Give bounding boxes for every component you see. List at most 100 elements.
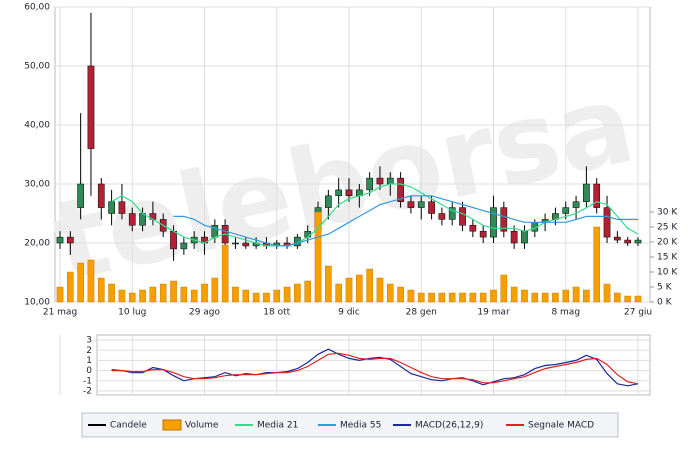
volume-bar	[614, 292, 621, 303]
candle-body	[386, 177, 394, 185]
volume-bar	[128, 292, 136, 303]
candle-body	[242, 242, 250, 247]
price-panel	[54, 6, 651, 303]
volume-bar	[603, 283, 611, 303]
volume-bar	[118, 289, 126, 303]
candle-body	[304, 230, 312, 238]
volume-bar	[448, 292, 456, 303]
volume-bar	[593, 226, 601, 303]
candle-body	[603, 207, 611, 238]
volume-bar	[180, 286, 188, 303]
volume-bar	[232, 286, 239, 303]
x-tick-label: 21 mag	[43, 308, 77, 318]
candle-body	[97, 183, 105, 208]
volume-bar	[252, 292, 260, 303]
y-tick-label: -2	[83, 386, 92, 396]
candle-body	[490, 207, 497, 238]
candle-body	[366, 177, 373, 191]
candle-body	[345, 189, 353, 197]
volume-bar	[531, 292, 539, 303]
volume-bar	[283, 286, 291, 303]
candle-body	[180, 242, 188, 250]
volume-bar	[325, 265, 332, 303]
candle-body	[500, 207, 508, 232]
candle-body	[469, 225, 477, 232]
candle-body	[87, 65, 95, 149]
y2-tick-label: 10 K	[657, 267, 678, 277]
volume-bar	[221, 244, 229, 303]
x-tick-label: 9 dic	[338, 308, 360, 318]
candle-body	[335, 189, 343, 197]
candle-body	[407, 201, 415, 208]
candle-body	[118, 201, 126, 214]
y-tick-label: 50,00	[24, 62, 50, 72]
volume-bar	[356, 274, 363, 303]
volume-bar	[366, 268, 373, 303]
candle-body	[108, 201, 115, 214]
moving-average	[111, 183, 639, 247]
volume-bar	[304, 280, 312, 303]
volume-bar	[469, 292, 477, 303]
volume-bar	[139, 289, 146, 303]
legend-label: Volume	[185, 421, 219, 431]
legend-label: MACD(26,12,9)	[415, 421, 483, 431]
x-tick-label: 28 gen	[406, 308, 437, 318]
volume-bar	[479, 292, 487, 303]
candle-body	[634, 239, 642, 244]
volume-bar	[56, 286, 64, 303]
y-tick-label: 60,00	[24, 3, 50, 13]
x-tick-label: 8 mag	[551, 308, 580, 318]
volume-bar	[417, 292, 425, 303]
candle-body	[77, 183, 84, 208]
y2-tick-label: 0 K	[657, 298, 673, 308]
volume-bar	[159, 283, 167, 303]
volume-bar	[438, 292, 446, 303]
legend-label: Media 21	[257, 421, 298, 431]
volume-bar	[263, 292, 270, 303]
volume-bar	[634, 295, 642, 303]
y-tick-label: 20,00	[24, 239, 50, 249]
candle-body	[521, 230, 528, 244]
y-tick-label: 1	[86, 356, 92, 366]
y2-tick-label: 5 K	[657, 282, 673, 292]
y-tick-label: 10,00	[24, 298, 50, 308]
candle-body	[376, 177, 384, 185]
y-tick-label: 30,00	[24, 180, 50, 190]
volume-bar	[108, 283, 115, 303]
volume-bar	[521, 289, 528, 303]
macd-line	[111, 352, 639, 385]
volume-bar	[201, 283, 208, 303]
volume-bar	[500, 274, 508, 303]
volume-bar	[397, 286, 404, 303]
y-tick-label: -1	[83, 376, 92, 386]
candle-body	[232, 242, 239, 245]
x-tick-label: 18 ott	[263, 308, 290, 318]
candle-body	[128, 213, 136, 226]
candle-body	[417, 201, 425, 208]
candle-body	[448, 207, 456, 220]
volume-bar	[541, 292, 549, 303]
volume-bar	[242, 289, 250, 303]
volume-bar	[552, 292, 559, 303]
volume-bar	[490, 289, 497, 303]
volume-bar	[562, 289, 570, 303]
candle-body	[583, 183, 590, 202]
volume-bar	[459, 292, 466, 303]
volume-bar	[77, 262, 84, 303]
x-tick-label: 29 ago	[189, 308, 221, 318]
legend-label: Media 55	[340, 421, 381, 431]
volume-bar	[294, 283, 301, 303]
candle-body	[438, 213, 446, 220]
volume-bar	[87, 259, 95, 303]
y-tick-label: 2	[86, 346, 92, 356]
candle-body	[459, 207, 466, 226]
y2-tick-label: 15 K	[657, 252, 678, 262]
volume-bar	[67, 271, 74, 303]
volume-bar	[273, 289, 281, 303]
legend	[81, 412, 619, 438]
volume-bar	[211, 277, 219, 303]
volume-bar	[190, 289, 198, 303]
legend-swatch	[162, 419, 182, 431]
macd-panel	[96, 334, 651, 396]
volume-bar	[97, 277, 105, 303]
